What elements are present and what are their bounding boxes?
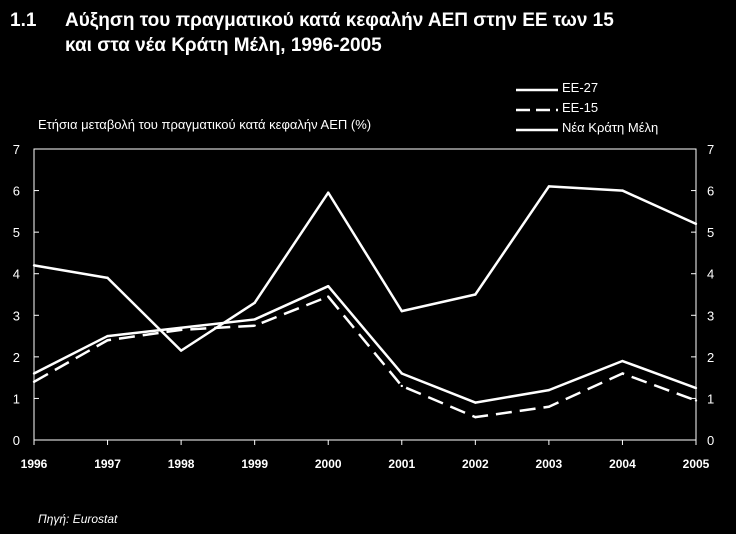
x-tick-label: 2002 <box>462 457 489 471</box>
x-tick-label: 2003 <box>536 457 563 471</box>
plot-frame <box>33 148 697 441</box>
y-tick-label-right: 5 <box>707 225 714 240</box>
y-tick-label-right: 2 <box>707 350 714 365</box>
legend-swatch-new-members <box>516 128 558 132</box>
data-point-s0-9 <box>694 386 698 390</box>
data-point-s0-6 <box>474 401 477 404</box>
y-tick-label-left: 1 <box>13 391 20 406</box>
data-point-s0-0 <box>32 372 36 375</box>
y-tick-label-left: 4 <box>13 267 20 282</box>
data-point-s1-2 <box>179 328 183 332</box>
data-point-s2-7 <box>547 185 551 188</box>
y-tick-label-left: 3 <box>13 308 20 323</box>
data-point-s1-4 <box>327 295 330 298</box>
y-tick-label-right: 7 <box>707 142 714 157</box>
data-point-s0-5 <box>400 372 403 375</box>
data-point-s1-9 <box>694 399 698 402</box>
data-point-s2-3 <box>253 301 256 305</box>
data-point-s1-8 <box>621 372 624 375</box>
legend-swatch-eu27 <box>516 88 558 92</box>
y-tick-label-right: 4 <box>707 267 714 282</box>
data-point-s0-1 <box>106 334 109 338</box>
y-tick-label-left: 0 <box>13 433 20 448</box>
y-tick-label-right: 0 <box>707 433 714 448</box>
x-tick-label: 1999 <box>241 457 268 471</box>
data-point-s1-0 <box>32 380 36 383</box>
legend-label-new-members: Νέα Κράτη Μέλη <box>562 120 659 135</box>
data-point-s1-3 <box>253 324 256 327</box>
series-line-0 <box>33 284 697 404</box>
legend-label-eu27: ΕΕ-27 <box>562 80 599 95</box>
y-tick-label-right: 3 <box>707 308 714 323</box>
data-point-s1-6 <box>474 415 477 419</box>
data-point-s2-2 <box>179 349 183 352</box>
data-point-s0-7 <box>547 388 551 392</box>
y-tick-label-right: 6 <box>707 184 714 199</box>
data-point-s2-6 <box>474 293 477 296</box>
data-point-s0-8 <box>621 359 624 363</box>
legend-swatch-eu15 <box>516 108 558 112</box>
figure-number: 1.1 <box>10 10 37 31</box>
x-tick-label: 1997 <box>94 457 121 471</box>
x-tick-label: 2001 <box>388 457 415 471</box>
legend-label-eu15: ΕΕ-15 <box>562 100 599 115</box>
data-point-s2-4 <box>327 191 330 194</box>
data-point-s2-0 <box>32 264 36 267</box>
x-tick-label: 2000 <box>315 457 342 471</box>
data-point-s2-1 <box>106 276 109 280</box>
y-axis-label: Ετήσια μεταβολή του πραγματικού κατά κεφ… <box>38 117 372 132</box>
y-tick-label-left: 6 <box>13 184 20 199</box>
data-point-s1-5 <box>400 384 403 388</box>
data-point-s2-5 <box>400 309 403 313</box>
data-point-s0-3 <box>253 318 256 321</box>
chart-title-line1: Αύξηση του πραγματικού κατά κεφαλήν ΑΕΠ … <box>65 10 614 31</box>
y-tick-label-left: 5 <box>13 225 20 240</box>
x-tick-label: 1996 <box>21 457 48 471</box>
data-point-s2-8 <box>621 189 624 192</box>
y-tick-label-right: 1 <box>707 391 714 406</box>
series-line-2 <box>33 185 697 352</box>
data-point-s0-2 <box>179 326 183 329</box>
x-tick-label: 2005 <box>683 457 710 471</box>
x-tick-label: 2004 <box>609 457 636 471</box>
source-note: Πηγή: Eurostat <box>38 512 118 526</box>
y-tick-label-left: 7 <box>13 142 20 157</box>
series-line-1 <box>33 295 697 419</box>
x-tick-label: 1998 <box>168 457 195 471</box>
data-point-s0-4 <box>327 284 330 288</box>
data-point-s1-7 <box>547 405 551 408</box>
data-point-s2-9 <box>694 222 698 226</box>
chart-title-line2: και στα νέα Κράτη Μέλη, 1996-2005 <box>65 35 382 56</box>
y-tick-label-left: 2 <box>13 350 20 365</box>
data-point-s1-1 <box>106 339 109 342</box>
